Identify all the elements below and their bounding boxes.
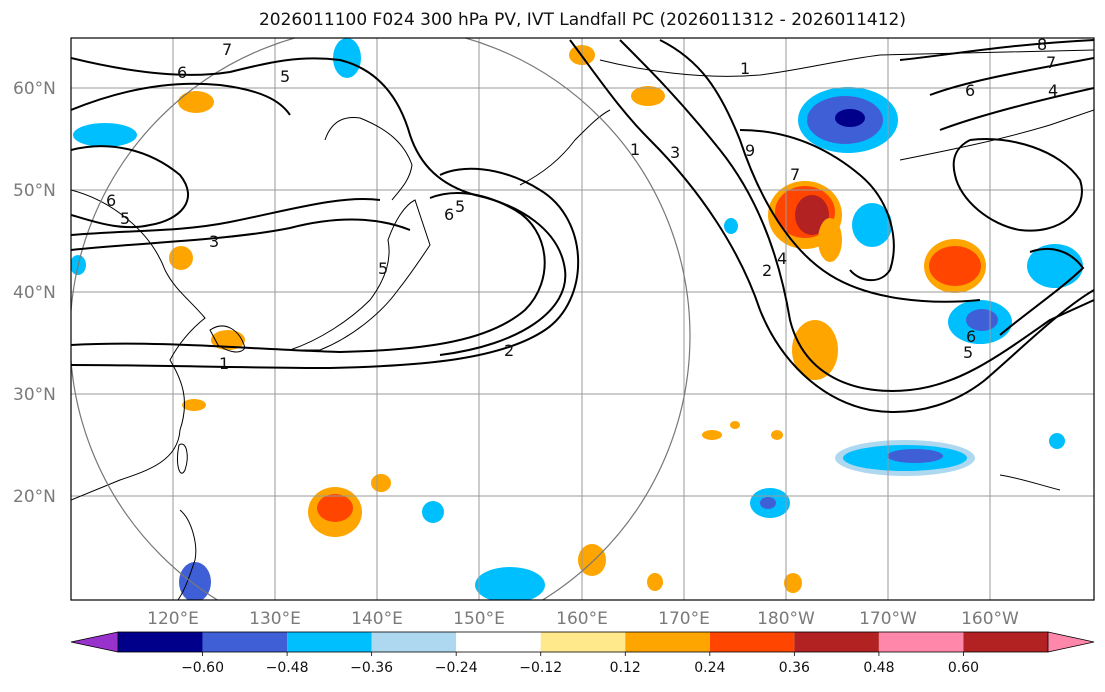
colorbar-tick-label: −0.60	[181, 660, 224, 676]
colorbar-extend-high	[1048, 632, 1094, 652]
lon-label: 140°E	[351, 609, 403, 629]
colorbar-cell	[625, 632, 710, 652]
contour-label: 4	[777, 249, 787, 268]
lon-label: 150°E	[453, 609, 505, 629]
contour-label: 5	[280, 67, 290, 86]
contour-label: 1	[630, 140, 640, 159]
contour-label: 6	[106, 191, 116, 210]
contour-label: 9	[745, 141, 755, 160]
contour-label: 1	[219, 354, 229, 373]
coastlines	[71, 49, 1094, 600]
map-title: 2026011100 F024 300 hPa PV, IVT Landfall…	[258, 10, 906, 30]
latitude-labels: 60°N 50°N 40°N 30°N 20°N	[13, 79, 56, 507]
lat-label: 60°N	[13, 79, 56, 99]
colorbar-cell	[202, 632, 288, 652]
pv-contours	[71, 39, 1094, 413]
map-border	[70, 37, 1095, 601]
colorbar-cell	[709, 632, 795, 652]
colorbar-cell	[456, 632, 541, 652]
colorbar-tick-label: 0.12	[610, 660, 641, 676]
colorbar-cell	[540, 632, 626, 652]
lon-label: 170°W	[859, 609, 917, 629]
colorbar-cell	[794, 632, 879, 652]
contour-label: 5	[963, 343, 973, 362]
contour-label: 6	[965, 81, 975, 100]
contour-label: 3	[209, 232, 219, 251]
contour-label: 6	[966, 327, 976, 346]
lat-label: 50°N	[13, 181, 56, 201]
contour-label: 6	[444, 205, 454, 224]
contour-label: 4	[1048, 81, 1058, 100]
contour-label: 2	[762, 261, 772, 280]
lon-label: 160°E	[556, 609, 608, 629]
lon-label: 170°E	[658, 609, 710, 629]
contour-label: 8	[1037, 35, 1047, 54]
colorbar-extend-low	[71, 632, 118, 652]
contour-label: 5	[120, 209, 130, 228]
contour-label: 3	[670, 143, 680, 162]
contour-label: 7	[1046, 53, 1056, 72]
colorbar-tick-label: 0.48	[863, 660, 894, 676]
colorbar-tick-label: −0.12	[519, 660, 562, 676]
colorbar-tick-label: −0.24	[435, 660, 478, 676]
contour-label: 5	[378, 259, 388, 278]
lat-label: 20°N	[13, 487, 56, 507]
lon-label: 160°W	[961, 609, 1019, 629]
lon-label: 120°E	[147, 609, 199, 629]
contour-label: 6	[177, 63, 187, 82]
lat-label: 40°N	[13, 283, 56, 303]
contour-label: 1	[740, 59, 750, 78]
colorbar-tick-label: −0.48	[266, 660, 309, 676]
colorbar-tick-label: 0.60	[948, 660, 979, 676]
lat-label: 30°N	[13, 385, 56, 405]
landfall-circle	[71, 38, 691, 600]
colorbar-tick-label: −0.36	[350, 660, 393, 676]
contour-labels: 7 6 5 6 5 3 1 5 6 2 1 1 3 9 2 7 4 6 5 4 …	[106, 35, 1058, 373]
colorbar-cell	[371, 632, 457, 652]
colorbar-cell	[963, 632, 1048, 652]
contour-label: 2	[504, 341, 514, 360]
lon-label: 130°E	[249, 609, 301, 629]
colorbar-cell	[878, 632, 964, 652]
longitude-labels: 120°E 130°E 140°E 150°E 160°E 170°E 180°…	[147, 609, 1019, 629]
colorbar-cell	[287, 632, 372, 652]
graticule	[71, 38, 1094, 600]
colorbar-cell	[118, 632, 203, 652]
colorbar-tick-label: 0.24	[694, 660, 725, 676]
colorbar-tick-label: 0.36	[779, 660, 810, 676]
contour-label: 7	[790, 165, 800, 184]
colorbar: −0.60 −0.48 −0.36 −0.24 −0.12 0.12 0.24 0.36 0.4…	[70, 631, 1095, 676]
lon-label: 180°W	[757, 609, 815, 629]
contour-label: 7	[222, 40, 232, 59]
contour-label: 5	[455, 197, 465, 216]
